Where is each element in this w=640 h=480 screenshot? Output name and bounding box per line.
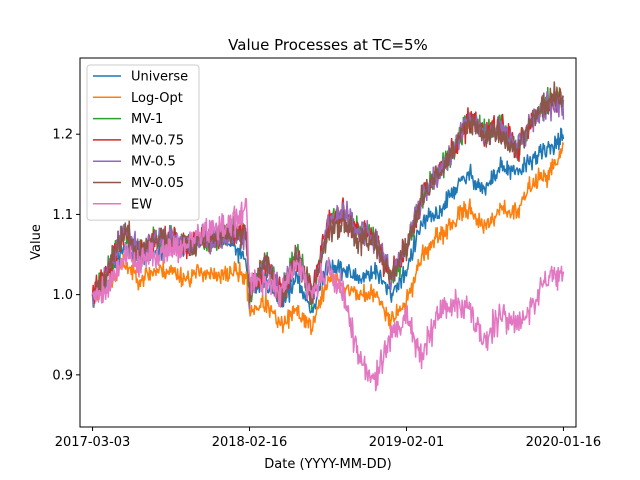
x-tick-label: 2020-01-16 — [526, 435, 602, 450]
y-tick-label: 1.1 — [52, 208, 73, 223]
legend-label-mv-0-05: MV-0.05 — [131, 176, 184, 191]
legend-label-mv-1: MV-1 — [131, 112, 163, 127]
x-tick-label: 2017-03-03 — [55, 435, 131, 450]
series-line-ew — [91, 198, 565, 392]
series-line-log-opt — [91, 142, 565, 336]
axes-layer: 2017-03-03 2018-02-16 2019-02-01 2020-01-16… — [52, 57, 602, 450]
series-layer — [91, 81, 565, 392]
legend-label-mv-0-5: MV-0.5 — [131, 155, 176, 170]
y-tick-label: 1.0 — [52, 288, 73, 303]
y-tick-label: 1.2 — [52, 128, 73, 143]
y-axis-label: Value — [29, 224, 44, 260]
x-tick-label: 2019-02-01 — [369, 435, 445, 450]
legend-box — [86, 64, 200, 221]
x-tick-label: 2018-02-16 — [212, 435, 288, 450]
plot-frame — [79, 57, 577, 428]
legend-label-log-opt: Log-Opt — [131, 91, 183, 106]
chart-title: Value Processes at TC=5% — [228, 36, 428, 54]
y-tick-label: 0.9 — [52, 368, 73, 383]
legend-label-mv-0-75: MV-0.75 — [131, 133, 184, 148]
x-axis-label: Date (YYYY-MM-DD) — [264, 457, 391, 472]
legend-label-ew: EW — [131, 197, 152, 212]
legend-label-universe: Universe — [131, 70, 188, 85]
legend: Universe Log-Opt MV-1 MV-0.75 MV-0.5 MV-0.05 E… — [86, 64, 200, 221]
